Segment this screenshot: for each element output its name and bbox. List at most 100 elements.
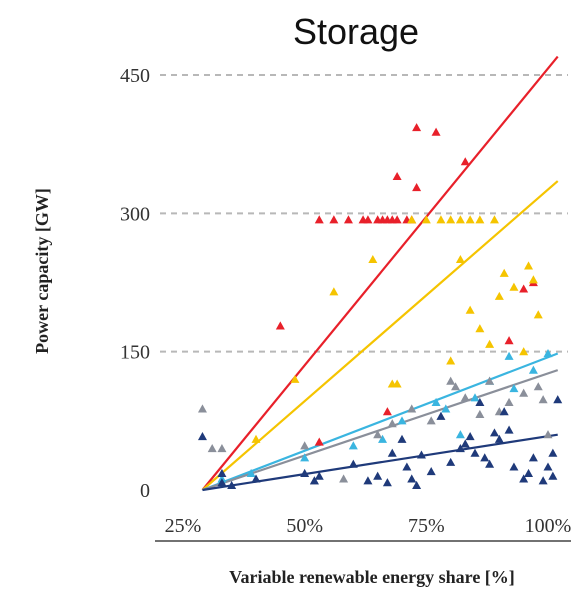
red-data-point (460, 157, 470, 166)
yellow-data-point (455, 254, 465, 264)
navy-data-point (524, 468, 534, 477)
yellow-data-point (528, 275, 538, 284)
grey-data-point (197, 404, 207, 413)
navy-data-point (485, 459, 495, 468)
navy-data-point (217, 468, 227, 477)
navy-data-point (387, 448, 397, 457)
grey-data-point (407, 404, 417, 413)
yellow-data-point (475, 215, 485, 224)
chart-title: Storage (293, 11, 419, 52)
y-tick-label: 150 (120, 342, 150, 364)
navy-data-point (251, 474, 261, 483)
y-axis-label: Power capacity [GW] (32, 188, 52, 354)
point-layer (197, 123, 563, 489)
trend-layer (201, 55, 559, 492)
red-data-point (504, 336, 514, 345)
yellow-data-point (494, 291, 504, 300)
grey-data-point (504, 397, 514, 406)
red-data-point (275, 321, 285, 330)
navy-data-point (455, 444, 465, 453)
yellow-data-point (251, 434, 261, 443)
navy-data-point (528, 453, 538, 462)
yellow-data-point (368, 254, 378, 264)
lightblue-data-point (348, 441, 358, 450)
navy-data-point (475, 397, 485, 406)
navy-data-point (465, 432, 475, 441)
navy-data-point (309, 476, 319, 485)
navy-data-point (509, 462, 519, 471)
navy-data-point (397, 434, 407, 443)
grey-data-point (533, 382, 543, 391)
navy-data-point (348, 459, 358, 468)
navy-data-point (548, 471, 558, 480)
lightblue-data-point (300, 453, 310, 462)
navy-data-point (460, 439, 470, 448)
navy-data-point (553, 395, 563, 404)
tick-layer: 0 150 300 450 25% 50% 75% 100% (120, 65, 571, 537)
navy-data-point (412, 480, 422, 489)
grey-data-point (543, 430, 553, 439)
yellow-data-point (465, 305, 475, 314)
navy-data-point (314, 471, 324, 480)
navy-data-point (197, 432, 207, 441)
x-tick-label: 50% (286, 515, 323, 537)
lightblue-data-point (431, 397, 441, 406)
yellow-data-point (465, 215, 475, 224)
navy-data-point (416, 450, 426, 459)
yellow-data-point (455, 215, 465, 224)
grey-data-point (387, 419, 397, 428)
grey-data-point (373, 430, 383, 439)
navy-data-point (548, 448, 558, 457)
red-trend-line (201, 55, 559, 491)
y-tick-label: 300 (120, 203, 150, 225)
yellow-data-point (489, 215, 499, 224)
yellow-data-point (524, 261, 534, 270)
red-data-point (329, 215, 339, 224)
red-data-point (392, 215, 402, 224)
yellow-data-point (436, 215, 446, 224)
navy-data-point (227, 480, 237, 489)
red-data-point (412, 123, 422, 132)
y-tick-label: 450 (120, 65, 150, 87)
navy-data-point (543, 462, 553, 471)
lightblue-trend-line (202, 352, 559, 492)
navy-data-point (499, 407, 509, 416)
navy-data-point (382, 478, 392, 487)
navy-data-point (373, 471, 383, 480)
navy-data-point (436, 411, 446, 420)
navy-data-point (426, 467, 436, 476)
grid-layer (160, 74, 568, 353)
lightblue-data-point (455, 430, 465, 439)
grey-data-point (300, 441, 310, 450)
red-data-point (431, 127, 441, 136)
navy-data-point (407, 474, 417, 483)
x-tick-label: 75% (408, 515, 445, 537)
navy-data-point (538, 476, 548, 485)
lightblue-data-point (543, 349, 553, 358)
grey-data-point (339, 474, 349, 483)
red-data-point (314, 437, 324, 446)
navy-data-point (300, 468, 310, 477)
red-data-point (392, 171, 402, 181)
navy-data-point (489, 428, 499, 437)
navy-data-point (480, 453, 490, 462)
navy-data-point (494, 434, 504, 443)
yellow-data-point (509, 282, 519, 291)
red-data-point (343, 215, 353, 224)
yellow-data-point (329, 287, 339, 296)
lightblue-data-point (246, 468, 256, 477)
lightblue-data-point (470, 393, 480, 402)
lightblue-data-point (504, 351, 514, 360)
navy-data-point (504, 425, 514, 434)
yellow-trend-line (201, 180, 559, 491)
grey-data-point (538, 395, 548, 404)
red-data-point (363, 215, 373, 224)
grey-data-point (451, 382, 461, 391)
yellow-data-point (446, 215, 456, 224)
lightblue-data-point (378, 434, 388, 443)
grey-trend-line (202, 369, 559, 492)
grey-data-point (475, 409, 485, 418)
yellow-data-point (519, 347, 529, 356)
yellow-data-point (499, 268, 509, 277)
